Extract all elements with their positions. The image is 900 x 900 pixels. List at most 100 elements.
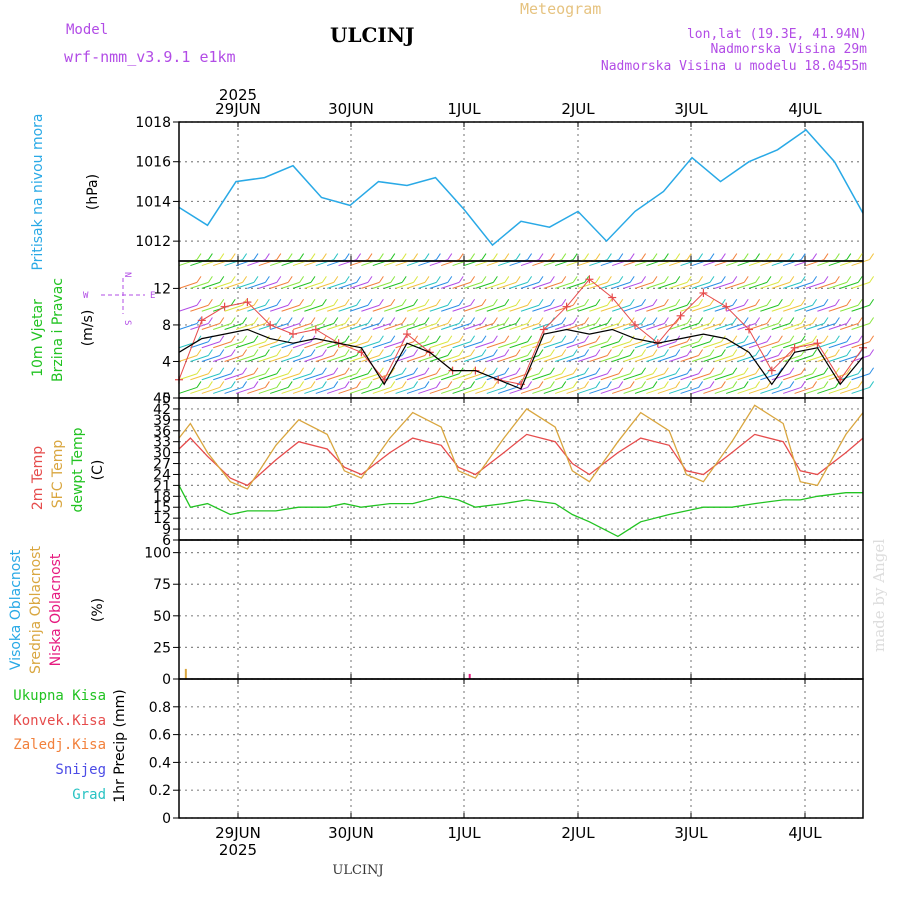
wind-barb [743, 276, 749, 283]
wind-barb [247, 354, 266, 362]
wind-barb [680, 373, 699, 381]
wind-barb [732, 367, 738, 375]
wind-barb [224, 323, 243, 330]
wind-ylabel-2: Brzina i Pravac [50, 278, 66, 382]
wind-barb [509, 386, 528, 394]
wind-barb [475, 341, 494, 349]
wind-barb [698, 381, 704, 388]
wind-barb [196, 253, 202, 260]
wind-barb [344, 298, 350, 306]
wind-barb [230, 367, 236, 375]
wind-barb [441, 354, 460, 362]
wind-barb [470, 253, 476, 260]
wind-barb [242, 381, 248, 388]
wind-barb [732, 276, 738, 283]
wind-barb [709, 335, 715, 343]
wind-barb [538, 349, 544, 356]
wind-barb [264, 253, 270, 260]
wind-barb [310, 317, 316, 324]
wind-barb [299, 381, 305, 388]
wind-barb [504, 276, 510, 283]
wind-barb [789, 317, 795, 324]
precip-label-grad: Grad [72, 787, 106, 803]
wind-barb [481, 317, 487, 324]
wind-barb [657, 373, 676, 381]
wind-barb [504, 298, 510, 306]
wind-barb [475, 323, 494, 330]
pressure-unit: (hPa) [85, 174, 101, 210]
wind-barb [760, 323, 779, 330]
wind-barb [520, 373, 540, 381]
wind-barb [463, 341, 483, 349]
wind-barb [463, 304, 483, 312]
wind-barb [515, 335, 521, 343]
wind-barb [857, 367, 863, 375]
wind-barb [669, 341, 688, 349]
wind-barb [629, 381, 635, 388]
wind-barb [333, 349, 339, 356]
wind-barb [287, 253, 293, 260]
date-label-bottom: 4JUL [788, 824, 822, 842]
wind-barb [276, 253, 282, 260]
wind-barb [321, 367, 327, 375]
wind-barb [447, 335, 453, 343]
wind-barb [492, 298, 498, 306]
wind-barb [805, 373, 825, 381]
wind-barb [732, 335, 738, 343]
wind-barb [520, 354, 540, 362]
date-label-bottom: 29JUN [215, 824, 261, 842]
wind-barb [378, 349, 384, 356]
wind-barb [520, 281, 540, 289]
wind-barb [315, 323, 334, 330]
wind-barb [258, 341, 277, 349]
wind-barb [698, 298, 704, 306]
wind-barb [823, 367, 829, 375]
wind-barb [224, 354, 243, 362]
wind-barb [418, 341, 437, 349]
wind-barb [703, 386, 722, 394]
wind-barb [481, 298, 487, 306]
wind-barb [447, 317, 453, 324]
wind-barb [589, 304, 608, 312]
wind-barb [463, 281, 483, 289]
wind-barb [281, 281, 300, 289]
wind-barb [196, 367, 202, 375]
wind-barb [475, 304, 494, 312]
wind-barb [840, 341, 859, 349]
wind-barb [714, 323, 733, 330]
wind-barb [258, 281, 277, 289]
wind-barb [520, 323, 540, 330]
wind-barb [698, 367, 704, 375]
wind-barb [823, 253, 829, 260]
y-tick-label: 0.8 [149, 700, 171, 716]
wind-barb [401, 367, 407, 375]
wind-barb [372, 304, 391, 312]
wind-barb [367, 276, 373, 283]
wind-barb [230, 381, 236, 388]
wind-barb [543, 354, 562, 362]
wind-barb [789, 276, 795, 283]
wind-barb [207, 367, 213, 375]
wind-barb [584, 381, 590, 388]
wind-barb [538, 317, 544, 324]
precip-unit: 1hr Precip (mm) [112, 689, 128, 802]
wind-barb [532, 323, 551, 330]
wind-barb [817, 281, 836, 289]
wind-barb [356, 298, 362, 306]
wind-barb [783, 281, 802, 289]
wind-barb [299, 298, 305, 306]
wind-barb [509, 341, 528, 349]
wind-barb [675, 276, 681, 283]
y-tick-label: 30 [153, 446, 171, 462]
wind-barb [333, 253, 339, 260]
wind-barb [840, 386, 859, 394]
wind-barb [447, 349, 453, 356]
wind-barb [555, 281, 574, 289]
wind-barb [794, 354, 813, 362]
wind-barb [481, 276, 487, 283]
wind-barb [356, 253, 362, 260]
wind-barb [720, 253, 726, 260]
wind-barb [555, 323, 574, 330]
wind-barb [771, 323, 790, 330]
